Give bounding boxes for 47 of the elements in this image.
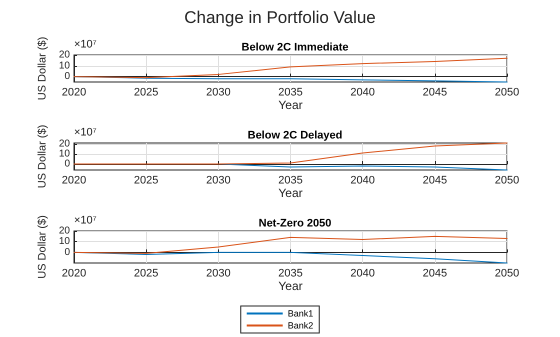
x-tick-label: 2050 <box>494 268 520 280</box>
x-tick-label: 2025 <box>134 268 158 280</box>
y-axis-title: US Dollar ($) <box>36 215 48 279</box>
x-tick-label: 2030 <box>206 86 231 98</box>
y-axis-title: US Dollar ($) <box>36 36 48 100</box>
x-tick-label: 2035 <box>278 174 303 186</box>
chart-subtitle: Below 2C Immediate <box>242 42 348 54</box>
legend-label: Bank2 <box>288 320 314 330</box>
y-tick-label: 20 <box>58 226 70 236</box>
text: ×10⁷ <box>74 38 97 50</box>
x-tick-label: 2025 <box>134 86 158 98</box>
text: ×10⁷ <box>74 214 97 226</box>
line-series <box>74 58 508 78</box>
x-tick-label: 2025 <box>134 174 158 186</box>
y-tick-label: 10 <box>58 236 70 248</box>
y-tick-label: 0 <box>64 246 70 258</box>
x-tick-label: 2050 <box>494 174 520 186</box>
y-axis-title: US Dollar ($) <box>36 124 48 188</box>
x-tick-label: 2020 <box>62 268 86 280</box>
chart-subtitle: Net-Zero 2050 <box>258 218 332 230</box>
text: ×10⁷ <box>74 126 97 138</box>
x-tick-label: 2030 <box>206 174 231 186</box>
x-tick-label: 2045 <box>422 174 448 186</box>
x-tick-label: 2040 <box>350 174 375 186</box>
line-series <box>74 236 508 254</box>
x-tick-label: 2035 <box>278 268 303 280</box>
x-tick-label: 2020 <box>62 174 86 186</box>
chart-title: Change in Portfolio Value <box>184 8 376 27</box>
x-tick-label: 2035 <box>278 86 303 98</box>
y-tick-label: 10 <box>58 60 70 72</box>
x-tick-label: 2045 <box>422 268 448 280</box>
x-tick-label: 2050 <box>494 86 520 98</box>
y-tick-label: 20 <box>58 50 70 60</box>
x-axis-title: Year <box>278 98 303 112</box>
y-tick-label: 0 <box>64 158 70 170</box>
y-tick-label: 20 <box>58 138 70 150</box>
legend-label: Bank1 <box>288 308 314 318</box>
x-tick-label: 2040 <box>350 86 375 98</box>
x-tick-label: 2030 <box>206 268 231 280</box>
x-axis-title: Year <box>278 279 303 293</box>
x-tick-label: 2040 <box>350 268 375 280</box>
x-tick-label: 2020 <box>62 86 86 98</box>
x-tick-label: 2045 <box>422 86 448 98</box>
chart-subtitle: Below 2C Delayed <box>248 130 342 142</box>
y-tick-label: 10 <box>58 148 70 160</box>
y-tick-label: 0 <box>64 71 70 82</box>
x-axis-title: Year <box>278 186 303 200</box>
